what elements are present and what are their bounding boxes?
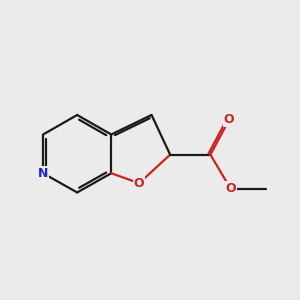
Text: O: O — [224, 113, 234, 126]
Text: O: O — [134, 177, 145, 190]
Text: O: O — [225, 182, 236, 195]
Text: N: N — [38, 167, 48, 180]
